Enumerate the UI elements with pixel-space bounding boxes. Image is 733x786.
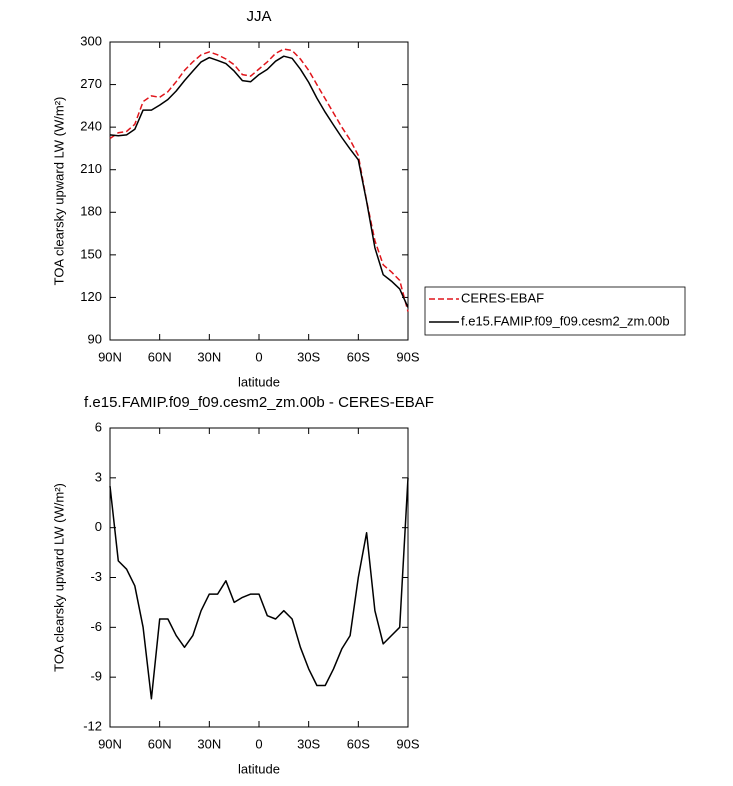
x-tick-label: 90S [396, 349, 419, 364]
x-tick-label: 0 [255, 349, 262, 364]
y-tick-label: -12 [83, 718, 102, 733]
y-tick-label: -3 [90, 569, 102, 584]
y-tick-label: 210 [80, 161, 102, 176]
y-axis-label: TOA clearsky upward LW (W/m²) [51, 97, 66, 286]
legend-box [424, 286, 686, 336]
y-tick-label: 6 [95, 419, 102, 434]
y-tick-label: 180 [80, 204, 102, 219]
x-tick-label: 90N [98, 349, 122, 364]
y-tick-label: -6 [90, 619, 102, 634]
y-tick-label: 90 [88, 331, 102, 346]
data-line [109, 477, 409, 700]
y-axis-label: TOA clearsky upward LW (W/m²) [51, 483, 66, 672]
y-tick-label: 240 [80, 119, 102, 134]
y-tick-label: 0 [95, 519, 102, 534]
x-tick-label: 0 [255, 736, 262, 751]
x-tick-label: 30S [297, 349, 320, 364]
x-tick-label: 30N [197, 349, 221, 364]
x-tick-label: 30S [297, 736, 320, 751]
legend-label: f.e15.FAMIP.f09_f09.cesm2_zm.00b [461, 313, 670, 328]
x-tick-label: 60N [148, 736, 172, 751]
x-tick-label: 90S [396, 736, 419, 751]
y-tick-label: 150 [80, 246, 102, 261]
plot-frame [109, 427, 409, 728]
x-tick-label: 90N [98, 736, 122, 751]
y-tick-label: 120 [80, 289, 102, 304]
x-tick-label: 60S [347, 349, 370, 364]
data-line [109, 55, 409, 308]
x-tick-label: 60N [148, 349, 172, 364]
y-tick-label: 270 [80, 76, 102, 91]
x-tick-label: 60S [347, 736, 370, 751]
x-axis-label: latitude [238, 761, 280, 776]
data-line [109, 48, 409, 312]
plot-frame [109, 41, 409, 341]
chart-title: JJA [246, 8, 271, 25]
legend-label: CERES-EBAF [461, 290, 544, 305]
y-tick-label: 3 [95, 469, 102, 484]
y-tick-label: 300 [80, 33, 102, 48]
y-tick-label: -9 [90, 669, 102, 684]
chart-title: f.e15.FAMIP.f09_f09.cesm2_zm.00b - CERES… [84, 394, 434, 411]
x-tick-label: 30N [197, 736, 221, 751]
x-axis-label: latitude [238, 374, 280, 389]
